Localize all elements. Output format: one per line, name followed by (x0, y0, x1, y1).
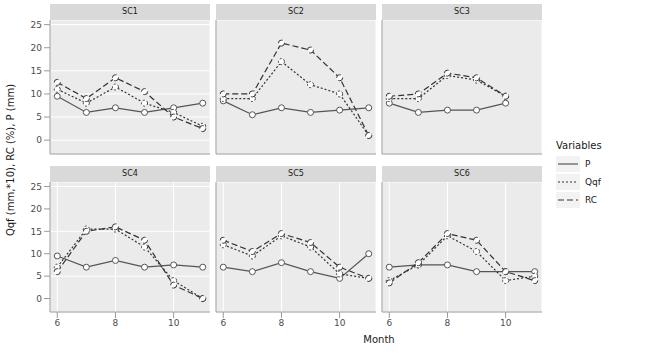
svg-text:8: 8 (113, 318, 119, 328)
html-text:SC6: SC6 (454, 169, 470, 178)
html-text:Month: Month (363, 334, 395, 345)
html-text:SC2: SC2 (288, 7, 304, 16)
html-text:Qqf: Qqf (585, 177, 601, 187)
svg-text:15: 15 (31, 66, 42, 76)
svg-text:10: 10 (31, 249, 43, 259)
svg-text:8: 8 (445, 318, 451, 328)
html-text:Variables: Variables (556, 140, 602, 151)
svg-text:0: 0 (36, 294, 42, 304)
svg-text:25: 25 (31, 182, 42, 192)
svg-text:15: 15 (31, 227, 42, 237)
svg-text:6: 6 (54, 318, 60, 328)
html-text:SC3: SC3 (454, 7, 470, 16)
html-text:SC1: SC1 (122, 7, 138, 16)
html-text:RC: RC (585, 195, 598, 205)
svg-text:10: 10 (31, 89, 43, 99)
html-text:P: P (585, 159, 591, 169)
html-text:SC5: SC5 (288, 169, 304, 178)
svg-text:5: 5 (36, 112, 42, 122)
svg-text:6: 6 (220, 318, 226, 328)
svg-text:10: 10 (500, 318, 512, 328)
html-text:Qqf (mm,*10), RC (%), P (mm): Qqf (mm,*10), RC (%), P (mm) (4, 83, 16, 237)
svg-text:10: 10 (334, 318, 346, 328)
svg-text:20: 20 (31, 43, 43, 53)
svg-text:5: 5 (36, 271, 42, 281)
svg-text:10: 10 (168, 318, 180, 328)
svg-text:20: 20 (31, 204, 43, 214)
svg-text:6: 6 (386, 318, 392, 328)
svg-text:25: 25 (31, 20, 42, 30)
svg-text:0: 0 (36, 135, 42, 145)
svg-text:8: 8 (279, 318, 285, 328)
html-text:SC4: SC4 (122, 169, 138, 178)
